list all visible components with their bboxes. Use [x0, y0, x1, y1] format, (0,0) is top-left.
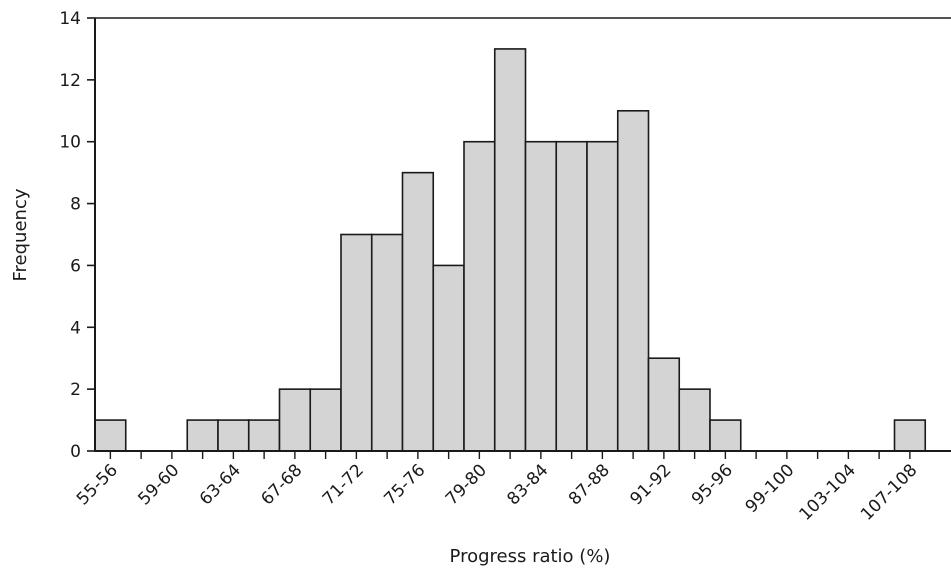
bar-71-72: [340, 233, 373, 452]
x-tick-label: 91-92: [626, 460, 675, 509]
y-ticks-group: 0 2 4 6 8 10 12 14: [59, 9, 95, 462]
bar-85-86: [555, 140, 588, 452]
bar-95-96: [709, 419, 742, 452]
bars-group: [94, 48, 927, 452]
x-tick-label: 67-68: [257, 460, 306, 509]
bar-65-66: [247, 419, 281, 452]
y-tick-label: 14: [59, 9, 81, 29]
bar-79-80: [463, 140, 496, 452]
bar-83-84: [524, 140, 558, 452]
bar-81-82: [493, 48, 527, 452]
bar-89-90: [616, 109, 650, 452]
x-tick-label: 59-60: [134, 460, 183, 509]
bar-73-74: [370, 233, 404, 452]
x-tick-label: 83-84: [503, 460, 552, 509]
x-tick-label: 87-88: [565, 460, 614, 509]
bar-91-92: [647, 357, 681, 452]
y-tick-label: 8: [70, 195, 81, 215]
bar-107-108: [893, 419, 927, 452]
x-tick-label: 95-96: [688, 460, 737, 509]
bar-75-76: [401, 171, 435, 452]
y-tick-label: 0: [70, 442, 81, 462]
bar-55-56: [94, 419, 127, 452]
x-tick-label: 71-72: [319, 460, 368, 509]
x-ticks-group: 55-56 59-60 63-64 67-68 71-72 75-76 79-80 83-84…: [73, 451, 921, 525]
bar-61-62: [186, 419, 219, 452]
y-axis-title: Frequency: [10, 188, 31, 281]
y-tick-label: 10: [59, 133, 81, 153]
bar-77-78: [432, 264, 465, 452]
bar-69-70: [309, 388, 342, 452]
bar-63-64: [217, 419, 250, 452]
x-tick-label: 63-64: [196, 460, 245, 509]
x-axis-title: Progress ratio (%): [450, 546, 611, 567]
y-tick-label: 2: [70, 380, 81, 400]
x-tick-label: 55-56: [73, 460, 122, 509]
x-tick-label: 103-104: [796, 460, 860, 524]
bar-93-94: [678, 388, 711, 452]
y-tick-label: 6: [70, 256, 81, 276]
axes-group: [94, 17, 951, 452]
x-tick-label: 107-108: [857, 460, 921, 524]
x-tick-label: 79-80: [442, 460, 491, 509]
bar-67-68: [278, 388, 312, 452]
x-tick-label: 99-100: [742, 460, 799, 517]
y-tick-label: 12: [59, 71, 81, 91]
bar-87-88: [586, 140, 619, 452]
x-tick-label: 75-76: [380, 460, 429, 509]
y-tick-label: 4: [70, 318, 81, 338]
